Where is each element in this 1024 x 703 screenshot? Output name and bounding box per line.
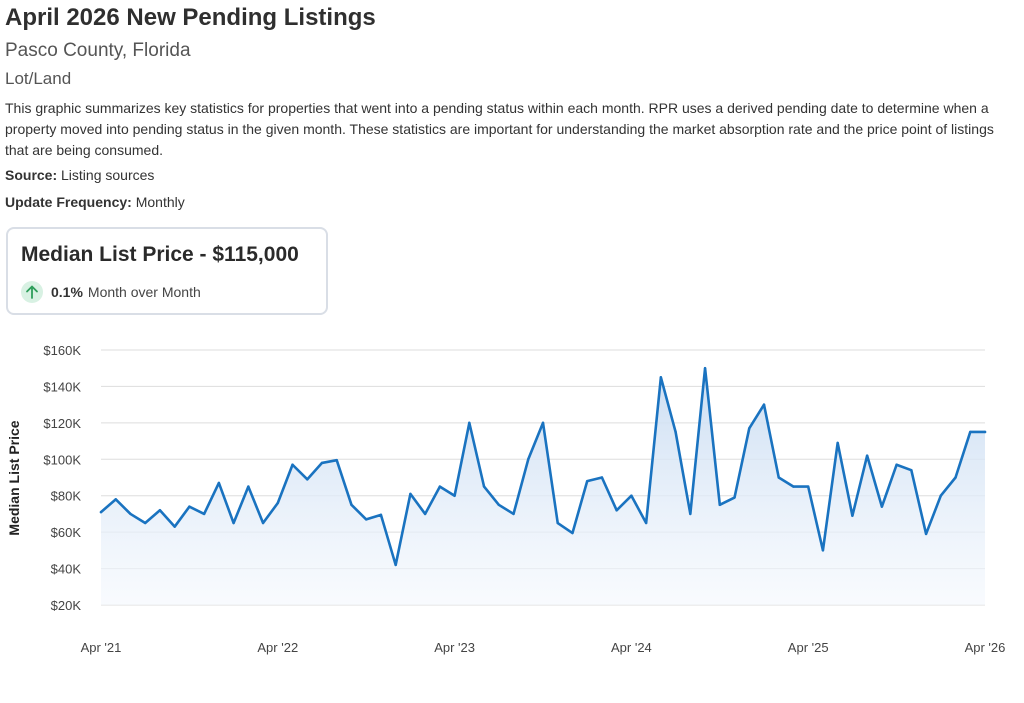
data-point (144, 521, 147, 525)
data-point (910, 469, 913, 472)
data-point (497, 503, 500, 507)
data-point (423, 512, 427, 516)
data-point (880, 505, 884, 508)
data-point (320, 461, 324, 465)
data-point (350, 503, 353, 507)
data-point (173, 525, 176, 528)
data-point (939, 494, 942, 497)
data-point (954, 476, 957, 479)
y-axis-title: Median List Price (6, 420, 22, 535)
data-point (571, 531, 574, 535)
y-tick-label: $100K (43, 452, 81, 467)
data-point (512, 512, 515, 516)
y-tick-label: $160K (43, 343, 81, 358)
data-point (615, 509, 618, 512)
data-point (586, 479, 589, 483)
change-indicator: 0.1% Month over Month (21, 281, 201, 303)
data-point (762, 403, 766, 406)
data-point (733, 496, 736, 499)
y-tick-label: $140K (43, 379, 81, 394)
data-point (129, 512, 132, 516)
data-point (895, 463, 898, 466)
data-point (114, 498, 117, 501)
data-point (630, 494, 633, 497)
data-point (851, 514, 854, 517)
data-point (468, 421, 471, 425)
data-point (482, 485, 486, 488)
data-point (659, 376, 663, 379)
x-tick-label: Apr '24 (611, 640, 652, 655)
y-tick-label: $20K (51, 598, 82, 613)
y-tick-label: $120K (43, 416, 81, 431)
data-point (453, 494, 456, 497)
x-tick-label: Apr '26 (965, 640, 1006, 655)
data-point (836, 441, 839, 445)
price-area-fill (101, 368, 985, 605)
data-point (261, 521, 265, 525)
data-point (821, 549, 825, 552)
change-period: Month over Month (87, 284, 201, 300)
data-point (703, 367, 707, 370)
data-point (409, 492, 412, 496)
median-list-price-chart: $20K $40K $60K $80K $100K $120K $140K $160K Apr … (6, 343, 1006, 655)
change-percent: 0.1% (51, 284, 83, 300)
data-point (306, 478, 309, 481)
x-tick-label: Apr '25 (788, 640, 829, 655)
update-frequency-line: Update Frequency: Monthly (5, 194, 185, 210)
data-point (792, 485, 795, 488)
data-point (718, 503, 721, 507)
data-point (865, 454, 869, 457)
data-point (99, 510, 103, 514)
data-point (188, 505, 191, 508)
y-tick-label: $60K (51, 525, 82, 540)
source-label: Source: (5, 167, 58, 183)
data-point (335, 458, 338, 462)
data-point (291, 463, 294, 466)
data-point (365, 518, 368, 521)
data-point (232, 521, 235, 525)
data-point (807, 485, 810, 488)
data-point (276, 501, 279, 505)
data-point (777, 476, 780, 479)
data-point (748, 427, 751, 430)
data-point (541, 421, 545, 425)
frequency-label: Update Frequency: (5, 194, 132, 210)
source-line: Source: Listing sources (5, 167, 154, 183)
data-point (158, 509, 162, 512)
data-point (379, 513, 383, 517)
x-tick-label: Apr '23 (434, 640, 475, 655)
frequency-value: Monthly (135, 194, 185, 210)
card-title: Median List Price - $115,000 (21, 243, 299, 266)
y-tick-label: $40K (51, 562, 82, 577)
data-point (674, 430, 677, 434)
median-price-card: Median List Price - $115,000 0.1% Month … (6, 227, 328, 315)
y-tick-label: $80K (51, 489, 82, 504)
data-point (983, 430, 987, 434)
x-tick-label: Apr '21 (81, 640, 122, 655)
data-point (438, 485, 442, 488)
data-point (217, 481, 221, 485)
location-subtitle: Pasco County, Florida (5, 40, 191, 61)
data-point (202, 512, 206, 516)
property-category: Lot/Land (5, 69, 72, 88)
data-point (247, 485, 250, 488)
data-point (924, 532, 928, 536)
data-point (556, 521, 559, 525)
data-point (644, 521, 648, 525)
data-point (969, 430, 972, 434)
data-point (394, 563, 397, 567)
arrow-up-icon (21, 281, 43, 303)
source-value: Listing sources (61, 167, 155, 183)
data-point (527, 458, 530, 461)
data-point (689, 512, 692, 516)
page-title: April 2026 New Pending Listings (5, 4, 376, 31)
data-point (600, 476, 604, 479)
description-text: This graphic summarizes key statistics f… (5, 100, 994, 158)
x-tick-label: Apr '22 (257, 640, 298, 655)
